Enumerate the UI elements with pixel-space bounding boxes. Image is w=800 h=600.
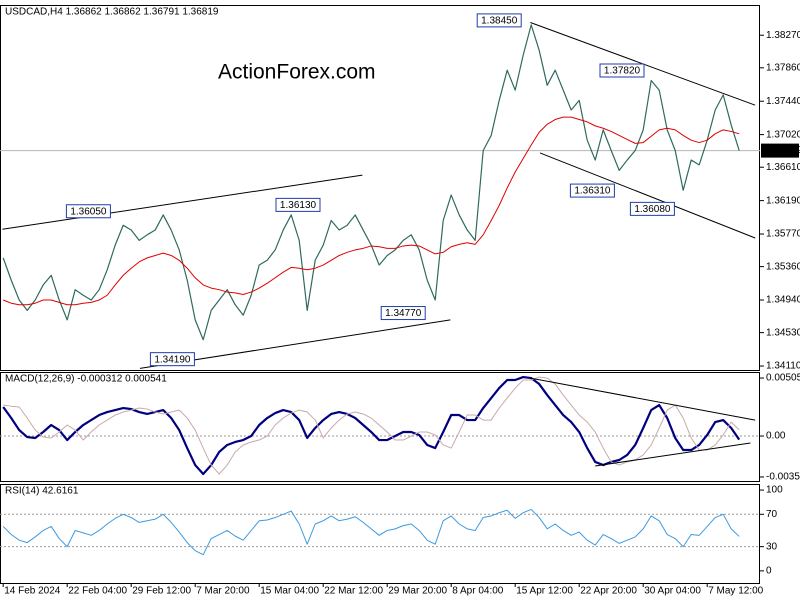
- y-tick-label: 70: [766, 509, 778, 520]
- y-tick-label: 0.00: [766, 431, 786, 442]
- annotation-box: [380, 306, 426, 321]
- y-tick-label: 1.35360: [766, 261, 800, 272]
- y-tick-label: 0.005054: [766, 373, 800, 384]
- last-price-label: 1.36819: [766, 145, 800, 156]
- annotation-box: [569, 183, 615, 198]
- annotation-box: [65, 204, 111, 219]
- x-tick-label: 29 Mar 20:00: [388, 586, 447, 597]
- annotation-label: 1.34770: [385, 308, 422, 319]
- panel-frame: [0, 372, 760, 482]
- annotation-box: [629, 201, 675, 216]
- y-tick-label: 1.37440: [766, 96, 800, 107]
- panel-frame: [0, 5, 760, 371]
- last-price-box: [761, 143, 799, 158]
- series-line: [3, 116, 740, 306]
- annotation-box: [275, 197, 321, 212]
- x-tick-label: 7 Mar 20:00: [196, 586, 250, 597]
- series-line: [2, 375, 741, 476]
- annotation-label: 1.36130: [280, 200, 317, 211]
- trendline: [530, 377, 756, 421]
- x-tick-label: 7 May 12:00: [708, 586, 763, 597]
- y-tick-label: 1.36190: [766, 195, 800, 206]
- panel-title: MACD(12,26,9) -0.000312 0.000541: [5, 374, 167, 385]
- y-tick-label: 1.34530: [766, 327, 800, 338]
- title-bg: [2, 373, 158, 385]
- x-tick-label: 29 Feb 12:00: [132, 586, 191, 597]
- series-line: [2, 24, 740, 341]
- y-tick-label: -0.003569: [766, 472, 800, 483]
- x-tick-label: 15 Apr 12:00: [516, 586, 573, 597]
- y-tick-label: 1.37860: [766, 62, 800, 73]
- y-tick-label: 30: [766, 541, 778, 552]
- annotation-box: [476, 13, 522, 28]
- annotation-label: 1.38450: [481, 16, 518, 27]
- y-tick-label: 1.36610: [766, 162, 800, 173]
- annotation-label: 1.36310: [574, 186, 611, 197]
- trendline: [595, 442, 751, 467]
- trendline: [2, 174, 363, 230]
- series-line: [2, 508, 740, 556]
- x-tick-label: 22 Mar 12:00: [324, 586, 383, 597]
- x-tick-label: 22 Apr 20:00: [580, 586, 637, 597]
- y-tick-label: 1.38270: [766, 30, 800, 41]
- annotation-label: 1.34190: [154, 354, 191, 365]
- annotation-box: [149, 352, 195, 367]
- title-bg: [2, 485, 76, 497]
- panel-title: USDCAD,H4 1.36862 1.36862 1.36791 1.3681…: [5, 7, 219, 18]
- x-tick-label: 8 Apr 04:00: [452, 586, 504, 597]
- x-tick-label: 14 Feb 2024: [4, 586, 61, 597]
- annotation-box: [599, 63, 645, 78]
- title-bg: [2, 6, 224, 18]
- annotation-label: 1.36050: [70, 206, 107, 217]
- y-tick-label: 0: [766, 566, 772, 577]
- y-tick-label: 1.37020: [766, 129, 800, 140]
- y-tick-label: 1.35770: [766, 229, 800, 240]
- annotation-label: 1.37820: [604, 66, 641, 77]
- x-tick-label: 30 Apr 04:00: [644, 586, 701, 597]
- panel-title: RSI(14) 42.6161: [5, 486, 79, 497]
- trendline: [539, 152, 756, 239]
- x-tick-label: 15 Mar 04:00: [260, 586, 319, 597]
- y-tick-label: 1.34110: [766, 361, 800, 372]
- x-tick-label: 22 Feb 04:00: [68, 586, 127, 597]
- y-tick-label: 1.34940: [766, 295, 800, 306]
- panel-frame: [0, 484, 760, 584]
- y-tick-label: 100: [766, 485, 783, 496]
- annotation-label: 1.36080: [634, 204, 671, 215]
- watermark: ActionForex.com: [218, 61, 376, 84]
- series-line: [3, 376, 740, 475]
